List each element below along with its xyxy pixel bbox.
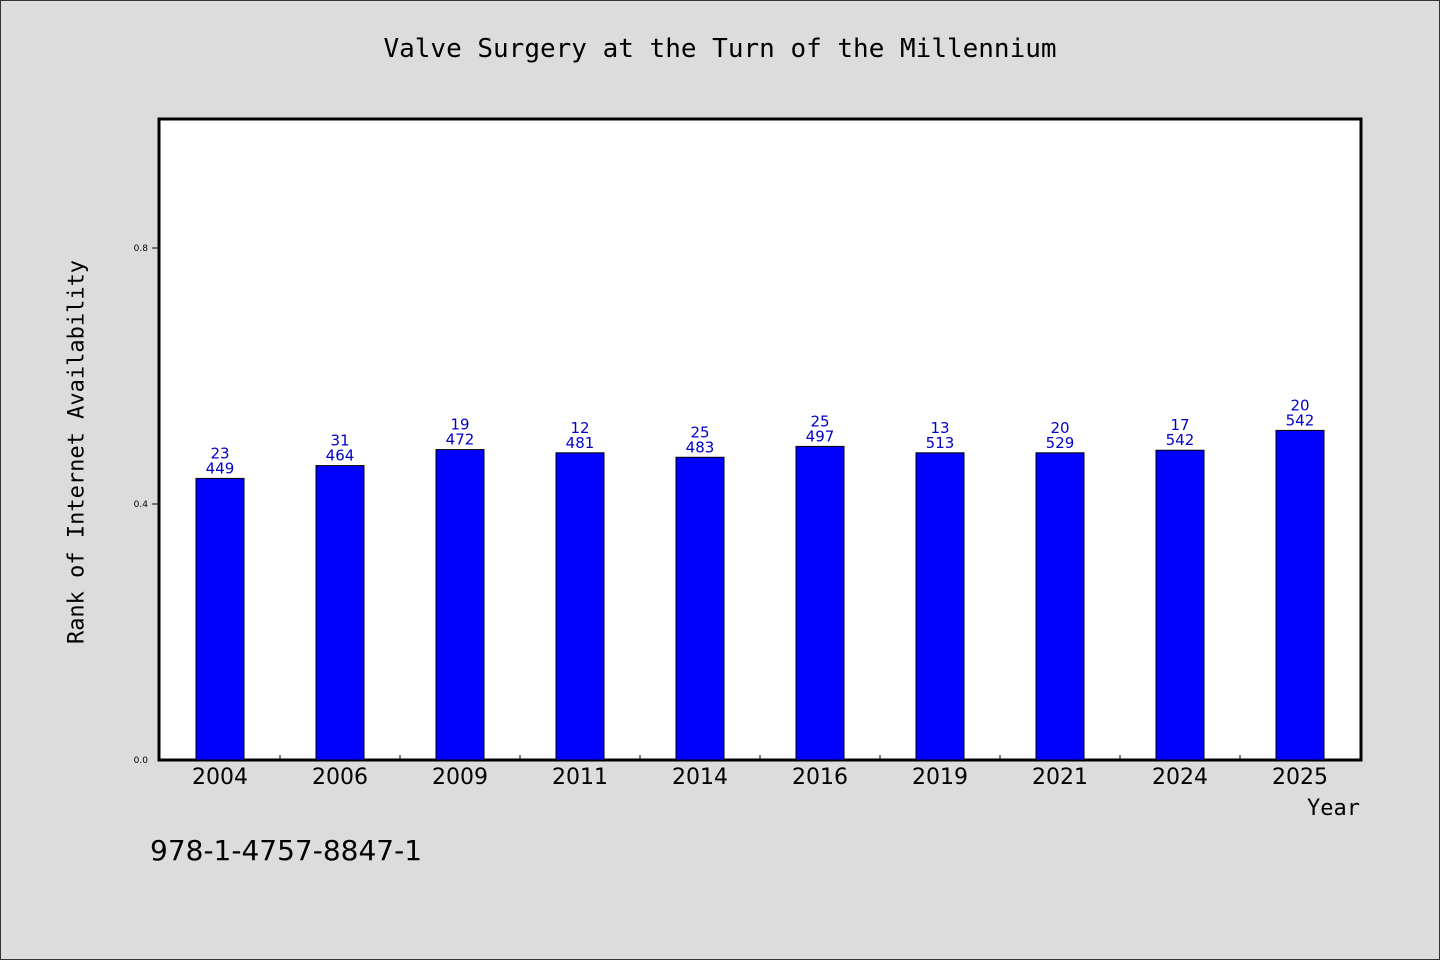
x-tick-label-2024: 2024	[1152, 765, 1208, 790]
y-ticks-group: 0.0 0.4 0.8	[134, 244, 160, 766]
data-label-count-2025: 20	[1290, 396, 1309, 414]
data-label-count-2006: 31	[330, 432, 349, 450]
data-label-value-2011: 481	[566, 434, 595, 452]
bar-2021	[1035, 452, 1085, 761]
x-tick-label-2004: 2004	[192, 765, 248, 790]
x-tick-label-2019: 2019	[912, 765, 968, 790]
bar-2004	[195, 477, 245, 761]
bar-2024	[1155, 449, 1205, 761]
bar-2006	[315, 465, 365, 761]
bar-2014	[675, 456, 725, 761]
data-label-value-2006: 464	[326, 447, 355, 465]
data-label-count-2004: 23	[210, 444, 229, 462]
bar-2016	[795, 445, 845, 761]
data-label-count-2024: 17	[1170, 416, 1189, 434]
x-tick-label-2011: 2011	[552, 765, 608, 790]
data-label-count-2016: 25	[810, 412, 829, 430]
isbn-text: 978-1-4757-8847-1	[150, 834, 423, 867]
data-label-count-2014: 25	[690, 423, 709, 441]
bars-group	[195, 429, 1325, 761]
data-label-value-2016: 497	[806, 427, 835, 445]
data-label-count-2009: 19	[450, 416, 469, 434]
bar-2011	[555, 452, 605, 761]
data-label-value-2004: 449	[206, 459, 235, 477]
y-tick-label: 0.4	[134, 500, 149, 510]
data-label-count-2021: 20	[1050, 419, 1069, 437]
x-tick-label-2016: 2016	[792, 765, 848, 790]
data-label-value-2025: 542	[1286, 411, 1315, 429]
bar-2009	[435, 449, 485, 761]
chart-title: Valve Surgery at the Turn of the Millenn…	[383, 34, 1057, 64]
bar-2025	[1275, 429, 1325, 761]
data-label-value-2014: 483	[686, 438, 715, 456]
data-label-count-2011: 12	[570, 419, 589, 437]
data-label-value-2024: 542	[1166, 431, 1195, 449]
x-ticks-group: 2004 2006 2009 2011 2014 2016 2019 2021 2024 2025	[192, 755, 1328, 790]
data-label-value-2019: 513	[926, 434, 955, 452]
x-tick-label-2014: 2014	[672, 765, 728, 790]
data-label-value-2021: 529	[1046, 434, 1075, 452]
x-axis-label: Year	[1307, 796, 1360, 821]
y-tick-label: 0.8	[134, 244, 149, 254]
x-tick-label-2025: 2025	[1272, 765, 1328, 790]
data-label-value-2009: 472	[446, 431, 475, 449]
x-tick-label-2009: 2009	[432, 765, 488, 790]
bar-2019	[915, 452, 965, 761]
x-tick-label-2021: 2021	[1032, 765, 1088, 790]
x-tick-label-2006: 2006	[312, 765, 368, 790]
data-label-count-2019: 13	[930, 419, 949, 437]
y-tick-label: 0.0	[134, 756, 149, 766]
